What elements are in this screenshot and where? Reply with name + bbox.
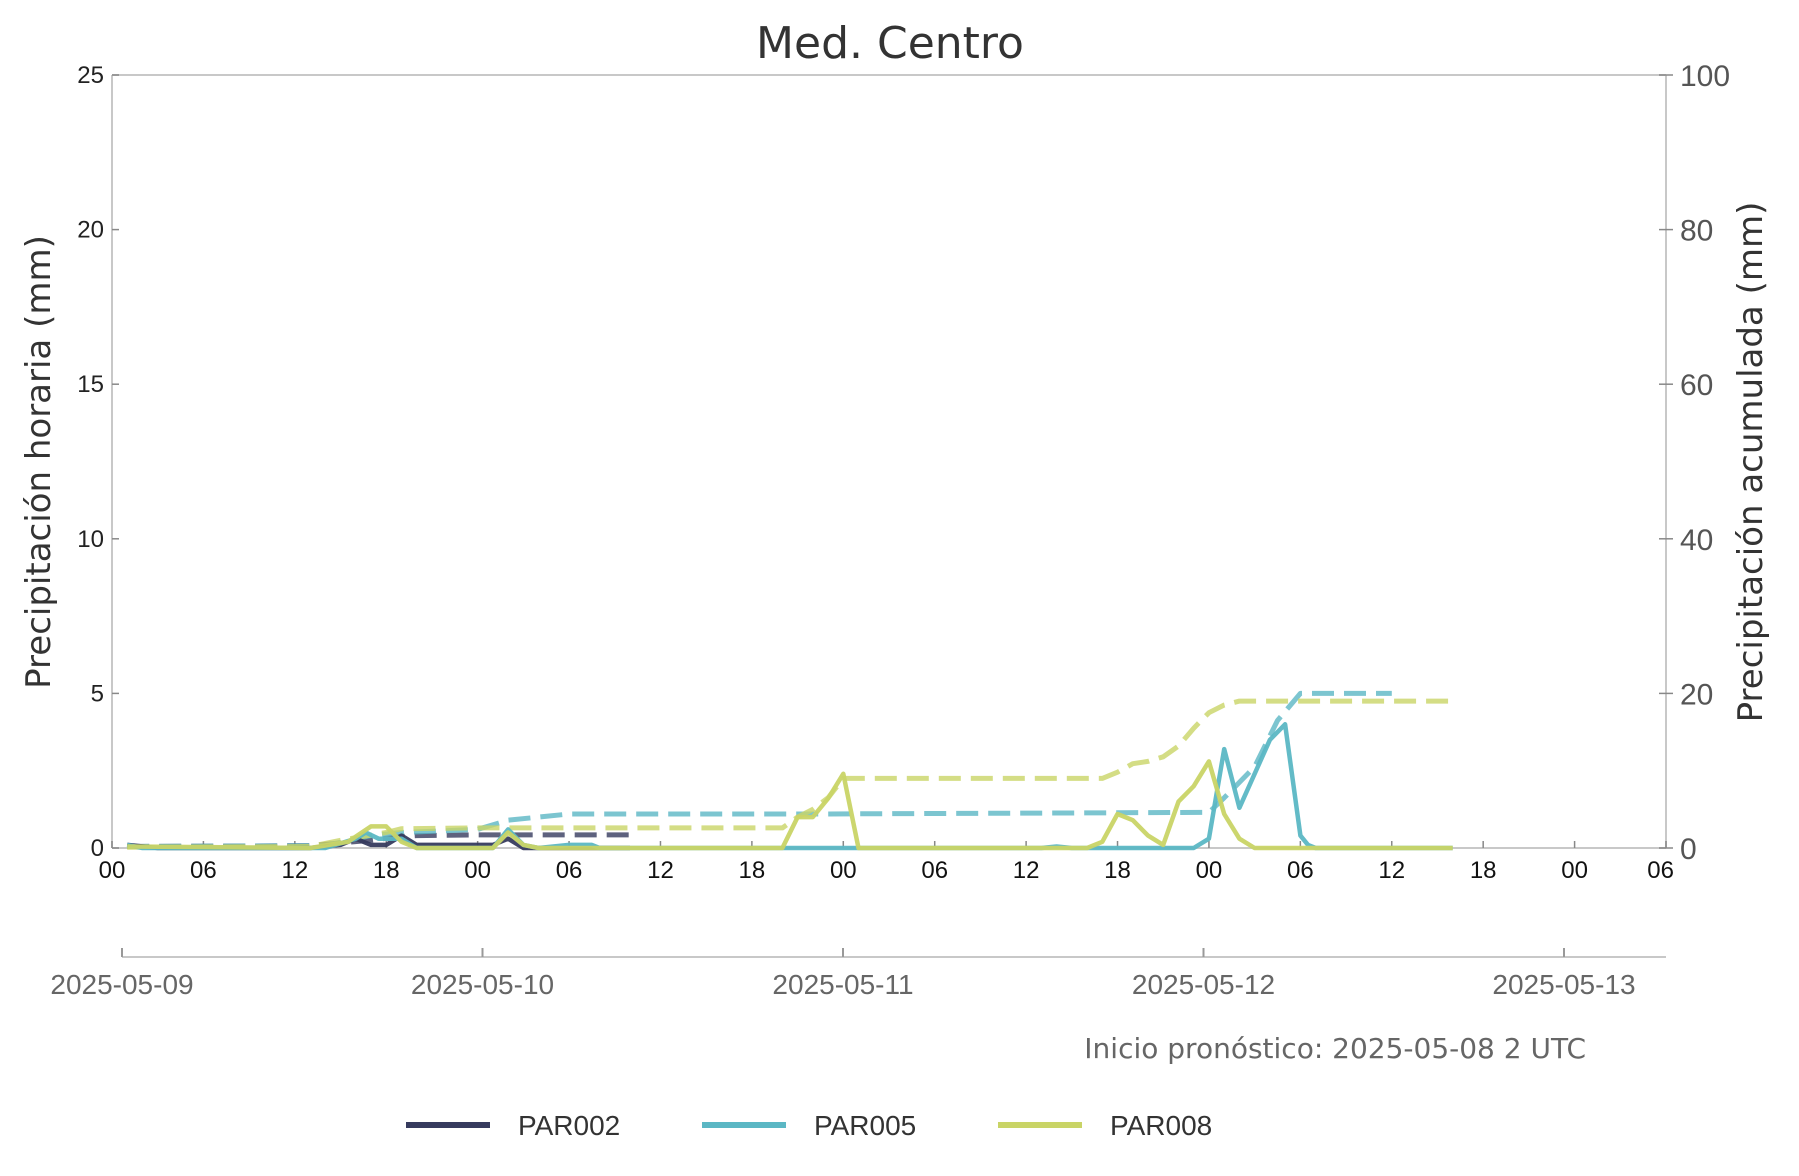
series-layer [126,690,1453,851]
hour-tick-label: 00 [830,857,857,884]
date-tick-label: 2025-05-13 [1492,969,1635,1000]
left-tick-label: 15 [77,371,104,398]
hour-tick-label: 06 [556,857,583,884]
date-tick-label: 2025-05-09 [50,969,193,1000]
right-tick-label: 0 [1680,833,1697,866]
right-tick-label: 60 [1680,369,1713,402]
left-tick-label: 0 [91,835,104,862]
hour-tick-label: 00 [1196,857,1223,884]
hour-tick-label: 12 [1378,857,1405,884]
hour-tick-label: 18 [1470,857,1497,884]
legend-label-par008: PAR008 [1110,1110,1212,1141]
hour-tick-label: 18 [739,857,766,884]
hour-tick-label: 00 [99,857,126,884]
left-tick-label: 5 [91,680,104,707]
hour-tick-label: 12 [281,857,308,884]
hourly-line-par008 [127,759,1453,851]
right-axis-label: Precipitación acumulada (mm) [1731,202,1771,723]
hour-axis-ticks: 00 06 12 18 00 06 12 18 00 06 12 18 00 06 12 18 00 06 [99,841,1674,884]
forecast-start-note: Inicio pronóstico: 2025-05-08 2 UTC [1084,1032,1586,1065]
hour-tick-label: 00 [464,857,491,884]
right-tick-label: 80 [1680,215,1713,248]
hour-tick-label: 06 [1647,857,1674,884]
left-tick-label: 20 [77,217,104,244]
right-axis-ticks: 0 20 40 60 80 100 [1659,60,1730,866]
left-axis-label: Precipitación horaria (mm) [19,235,59,689]
hour-tick-label: 18 [373,857,400,884]
accumulated-line-par008 [127,698,1453,850]
right-tick-label: 100 [1680,60,1730,93]
chart-title: Med. Centro [756,18,1024,69]
date-axis: 2025-05-09 2025-05-10 2025-05-11 2025-05-12… [50,948,1666,1000]
hour-tick-label: 12 [1013,857,1040,884]
hour-tick-label: 00 [1561,857,1588,884]
legend-label-par002: PAR002 [518,1110,620,1141]
hour-tick-label: 06 [1287,857,1314,884]
hour-tick-label: 06 [190,857,217,884]
left-axis-ticks: 0 5 10 15 20 25 [77,62,119,862]
hour-tick-label: 18 [1104,857,1131,884]
plot-frame [111,74,1667,849]
date-tick-label: 2025-05-10 [411,969,554,1000]
legend-label-par005: PAR005 [814,1110,916,1141]
hour-tick-label: 06 [921,857,948,884]
legend: PAR002 PAR005 PAR008 [406,1110,1212,1141]
hour-tick-label: 12 [647,857,674,884]
date-tick-label: 2025-05-11 [772,969,913,1000]
date-tick-label: 2025-05-12 [1132,969,1275,1000]
right-tick-label: 40 [1680,524,1713,557]
left-tick-label: 10 [77,526,104,553]
left-tick-label: 25 [77,62,104,89]
right-tick-label: 20 [1680,678,1713,711]
